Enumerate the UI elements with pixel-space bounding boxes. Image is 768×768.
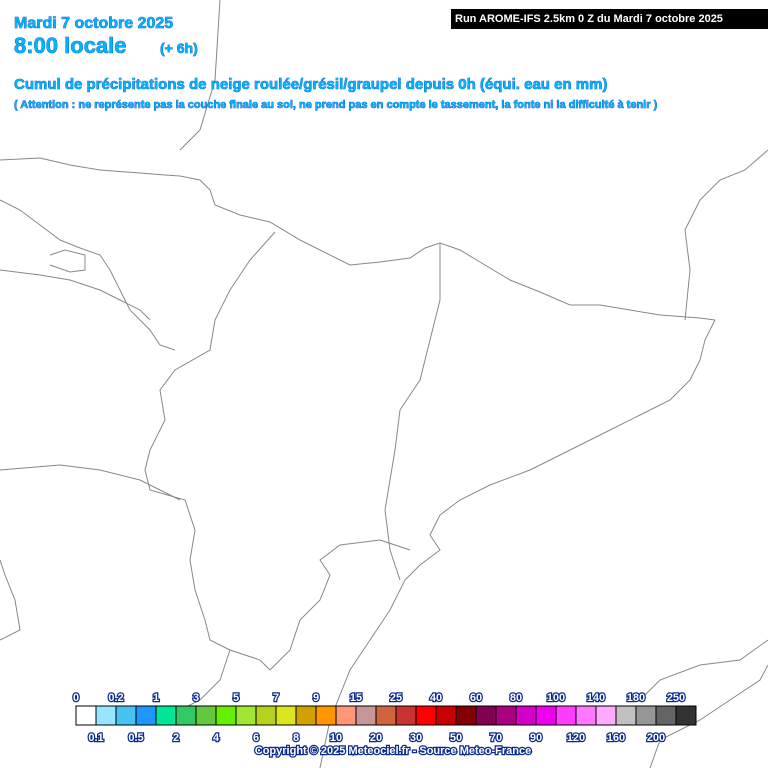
legend-label: 0.2: [108, 692, 123, 704]
legend-label: 20: [370, 732, 382, 744]
legend-label: 60: [470, 692, 482, 704]
legend: 0 0.1 0.2 0.5 1 2 3 4 5 6 7 8 9 10 15 20 25 30 40 50 60 70 80 9…: [72, 691, 697, 745]
legend-swatch: [355, 705, 377, 726]
legend-swatch: [315, 705, 337, 726]
legend-swatch: [675, 705, 697, 726]
legend-swatch: [115, 705, 137, 726]
legend-swatch: [175, 705, 197, 726]
legend-label: 100: [547, 692, 565, 704]
legend-swatch: [375, 705, 397, 726]
legend-swatch: [275, 705, 297, 726]
legend-swatch: [475, 705, 497, 726]
legend-label: 90: [530, 732, 542, 744]
legend-label: 40: [430, 692, 442, 704]
legend-label: 25: [390, 692, 402, 704]
legend-swatch: [635, 705, 657, 726]
legend-swatch: [335, 705, 357, 726]
legend-label: 140: [587, 692, 605, 704]
footer: Copyright © 2025 Meteociel.fr - Source M…: [255, 745, 531, 757]
legend-label: 0.1: [88, 732, 103, 744]
legend-swatch: [395, 705, 417, 726]
legend-swatch: [95, 705, 117, 726]
legend-swatch: [155, 705, 177, 726]
legend-label: 0: [73, 692, 79, 704]
legend-label: 8: [293, 732, 299, 744]
legend-label: 3: [193, 692, 199, 704]
legend-label: 2: [173, 732, 179, 744]
legend-swatch: [135, 705, 157, 726]
legend-label: 15: [350, 692, 362, 704]
legend-label: 250: [667, 692, 685, 704]
title: Cumul de précipitations de neige roulée/…: [14, 76, 607, 93]
legend-label: 7: [273, 692, 279, 704]
legend-label: 5: [233, 692, 239, 704]
run-box: [451, 9, 768, 29]
date: Mardi 7 octobre 2025: [14, 15, 173, 32]
legend-swatch: [535, 705, 557, 726]
legend-swatch: [435, 705, 457, 726]
legend-label: 160: [607, 732, 625, 744]
legend-swatch: [235, 705, 257, 726]
legend-label: 1: [153, 692, 159, 704]
legend-swatch: [575, 705, 597, 726]
legend-label: 10: [330, 732, 342, 744]
legend-swatch: [455, 705, 477, 726]
warning: ( Attention : ne représente pas la couch…: [14, 99, 658, 111]
lead: (+ 6h): [160, 40, 198, 56]
legend-swatch: [655, 705, 677, 726]
legend-label: 6: [253, 732, 259, 744]
legend-label: 50: [450, 732, 462, 744]
legend-label: 30: [410, 732, 422, 744]
legend-label: 120: [567, 732, 585, 744]
legend-label: 180: [627, 692, 645, 704]
legend-swatch: [555, 705, 577, 726]
legend-label: 4: [213, 732, 220, 744]
legend-swatch: [515, 705, 537, 726]
legend-swatch: [415, 705, 437, 726]
legend-label: 80: [510, 692, 522, 704]
legend-swatch: [215, 705, 237, 726]
legend-swatch: [195, 705, 217, 726]
legend-swatch: [495, 705, 517, 726]
legend-swatch: [295, 705, 317, 726]
legend-label: 200: [647, 732, 665, 744]
legend-swatch: [75, 705, 97, 726]
legend-label: 0.5: [128, 732, 143, 744]
legend-swatch: [615, 705, 637, 726]
legend-swatch: [595, 705, 617, 726]
legend-label: 70: [490, 732, 502, 744]
time: 8:00 locale: [14, 33, 127, 58]
legend-label: 9: [313, 692, 319, 704]
legend-swatch: [255, 705, 277, 726]
run-label: Run AROME-IFS 2.5km 0 Z du Mardi 7 octob…: [455, 13, 723, 25]
